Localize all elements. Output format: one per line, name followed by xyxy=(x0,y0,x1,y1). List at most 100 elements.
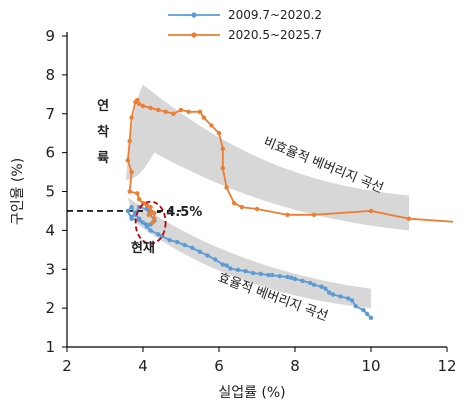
series-2-point-7 xyxy=(232,201,237,206)
series-2-point-37 xyxy=(152,210,157,216)
series-2-point-11 xyxy=(216,131,222,136)
y-tick-label: 5 xyxy=(45,183,55,201)
curve-bands xyxy=(125,84,410,309)
efficient-curve-band xyxy=(127,197,371,309)
series-1-point-19 xyxy=(266,272,271,278)
series-1-point-23 xyxy=(235,267,241,273)
annotation-soft-landing-char: 륙 xyxy=(97,151,109,166)
series-1-point-29 xyxy=(197,249,203,254)
x-axis-title: 실업률 (%) xyxy=(218,385,285,401)
series-1-point-24 xyxy=(228,266,233,271)
x-tick-label: 12 xyxy=(437,357,456,375)
series-1-point-13 xyxy=(300,278,305,284)
legend-swatch-marker xyxy=(191,32,197,38)
series-1-point-22 xyxy=(243,269,248,274)
series-2-point-24 xyxy=(133,99,138,105)
series-1-point-46 xyxy=(144,206,149,212)
inefficient-curve-band xyxy=(125,84,410,231)
annotation-soft-landing-char: 연 xyxy=(97,99,109,114)
series-1-point-26 xyxy=(220,262,225,267)
series-2-point-8 xyxy=(224,185,229,190)
series-2-point-36 xyxy=(146,212,151,217)
series-2-point-16 xyxy=(178,107,184,113)
series-1-point-1 xyxy=(368,315,374,320)
series-2-point-39 xyxy=(150,220,155,225)
series-2-point-3 xyxy=(311,212,317,217)
series-layer xyxy=(125,97,453,320)
series-1-point-33 xyxy=(167,237,172,243)
series-2-point-31 xyxy=(137,197,142,202)
series-2-point-17 xyxy=(171,111,176,117)
series-1-point-37 xyxy=(144,224,149,229)
annotation-4-5-percent: - 4.5% xyxy=(156,205,202,220)
y-axis-title: 구인율 (%) xyxy=(10,158,26,225)
series-1-point-17 xyxy=(277,274,282,279)
legend-item-1: 2009.7~2020.2 xyxy=(168,8,322,22)
x-tick-label: 8 xyxy=(290,357,300,375)
x-tick-label: 10 xyxy=(361,357,380,375)
series-2-point-25 xyxy=(129,115,134,120)
series-2-point-20 xyxy=(148,105,153,111)
series-1-point-21 xyxy=(251,270,256,276)
y-tick-label: 6 xyxy=(45,144,55,162)
series-1-point-15 xyxy=(289,275,294,280)
series-1-point-9 xyxy=(323,286,328,291)
series-2-point-5 xyxy=(254,206,260,212)
series-1-point-27 xyxy=(213,257,218,262)
series-1-point-3 xyxy=(353,304,358,309)
series-1-point-43 xyxy=(140,220,146,225)
series-2-point-6 xyxy=(239,204,244,210)
series-1-point-7 xyxy=(330,292,336,297)
annotation-soft-landing-char: 착 xyxy=(97,124,109,140)
series-2-point-26 xyxy=(127,138,132,144)
series-1-point-25 xyxy=(224,263,229,268)
series-2-point-38 xyxy=(152,216,157,221)
series-1-point-30 xyxy=(190,245,195,251)
series-2-point-34 xyxy=(148,204,153,210)
y-tick-label: 4 xyxy=(45,221,55,239)
x-tick-label: 6 xyxy=(214,357,224,375)
series-1-point-28 xyxy=(205,253,210,258)
y-tick-label: 2 xyxy=(45,299,55,317)
series-2-point-10 xyxy=(220,146,225,151)
series-1-point-38 xyxy=(137,216,142,221)
y-tick-label: 3 xyxy=(45,260,55,278)
series-2-point-14 xyxy=(197,109,203,115)
series-1-point-35 xyxy=(156,232,161,237)
series-2-point-29 xyxy=(127,189,132,194)
series-1-point-40 xyxy=(129,204,134,210)
legend-label: 2009.7~2020.2 xyxy=(228,8,322,22)
series-1-point-14 xyxy=(292,276,298,282)
series-1-point-18 xyxy=(270,272,275,278)
series-2 xyxy=(125,97,453,225)
series-1-point-31 xyxy=(182,242,187,248)
series-2-point-35 xyxy=(148,208,153,214)
series-2-point-19 xyxy=(156,107,161,113)
series-2-point-21 xyxy=(140,103,146,109)
series-2-point-1 xyxy=(406,216,412,221)
current-position-circle xyxy=(134,200,167,245)
series-1-point-4 xyxy=(349,298,355,303)
series-1-point-12 xyxy=(308,280,313,286)
series-1-point-20 xyxy=(258,271,263,277)
series-1-point-36 xyxy=(148,228,153,233)
series-2-point-4 xyxy=(285,212,290,217)
series-2-point-30 xyxy=(135,191,140,196)
legend: 2009.7~2020.2 2020.5~2025.7 xyxy=(168,8,322,42)
series-2-point-33 xyxy=(144,202,149,208)
series-2-point-27 xyxy=(125,158,130,163)
series-1-point-10 xyxy=(319,284,324,289)
series-2-point-22 xyxy=(137,101,142,107)
series-1-point-32 xyxy=(175,239,180,245)
series-1-point-6 xyxy=(338,294,343,299)
series-1-point-49 xyxy=(129,214,134,219)
series-1-point-11 xyxy=(311,282,317,287)
series-2-point-28 xyxy=(129,169,134,175)
y-tick-label: 1 xyxy=(45,338,55,356)
y-tick-label: 9 xyxy=(45,27,55,45)
x-tick-label: 2 xyxy=(62,357,72,375)
series-2-point-9 xyxy=(220,166,225,171)
series-2-point-18 xyxy=(163,109,168,115)
